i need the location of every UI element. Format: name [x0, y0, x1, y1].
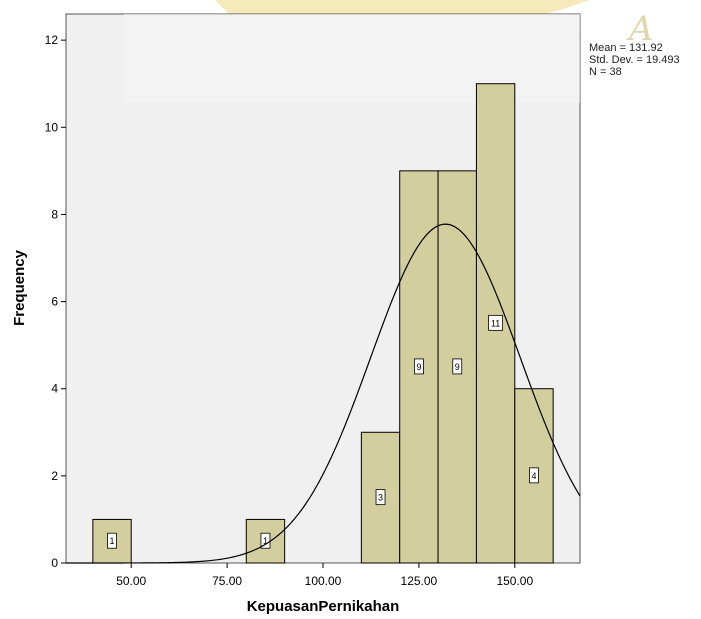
- y-axis: 0 2 4 6 8 10 12: [45, 33, 66, 570]
- bar-label: 9: [455, 362, 460, 372]
- x-tick-label: 125.00: [401, 574, 438, 588]
- y-tick-label: 6: [51, 295, 58, 309]
- stats-legend: Mean = 131.92 Std. Dev. = 19.493 N = 38: [589, 42, 680, 78]
- bar-label: 9: [416, 362, 421, 372]
- y-tick-label: 8: [51, 207, 58, 221]
- bar-label: 1: [263, 536, 268, 546]
- bar-label: 1: [110, 536, 115, 546]
- x-axis-title: KepuasanPernikahan: [247, 598, 400, 615]
- stat-n: N = 38: [589, 66, 622, 78]
- bar-label-box: [529, 467, 539, 484]
- y-tick-label: 10: [45, 120, 59, 134]
- stat-mean: Mean = 131.92: [589, 42, 663, 54]
- bar-label-box: [107, 532, 117, 549]
- bars-group: [92, 83, 554, 564]
- bar-label-box: [375, 489, 386, 506]
- y-tick-label: 12: [45, 33, 59, 47]
- stat-std-dev: Std. Dev. = 19.493: [589, 54, 680, 66]
- y-tick-label: 2: [51, 469, 58, 483]
- y-axis-title: Frequency: [11, 249, 28, 326]
- x-tick-label: 100.00: [305, 574, 342, 588]
- bar-label: 11: [491, 318, 500, 328]
- bar-label-box: [452, 358, 463, 375]
- x-tick-label: 50.00: [116, 574, 146, 588]
- x-axis: 50.00 75.00 100.00 125.00 150.00: [116, 563, 533, 588]
- y-tick-label: 4: [51, 382, 58, 396]
- bar-label: 4: [531, 471, 536, 481]
- histogram-bar: [360, 431, 401, 564]
- bar-label-box: [488, 314, 504, 331]
- x-tick-label: 150.00: [496, 574, 533, 588]
- bar-label-box: [413, 358, 424, 375]
- x-tick-label: 75.00: [212, 574, 242, 588]
- normal-curve: [66, 223, 581, 564]
- bar-label: 3: [378, 493, 383, 503]
- y-tick-label: 0: [51, 556, 58, 570]
